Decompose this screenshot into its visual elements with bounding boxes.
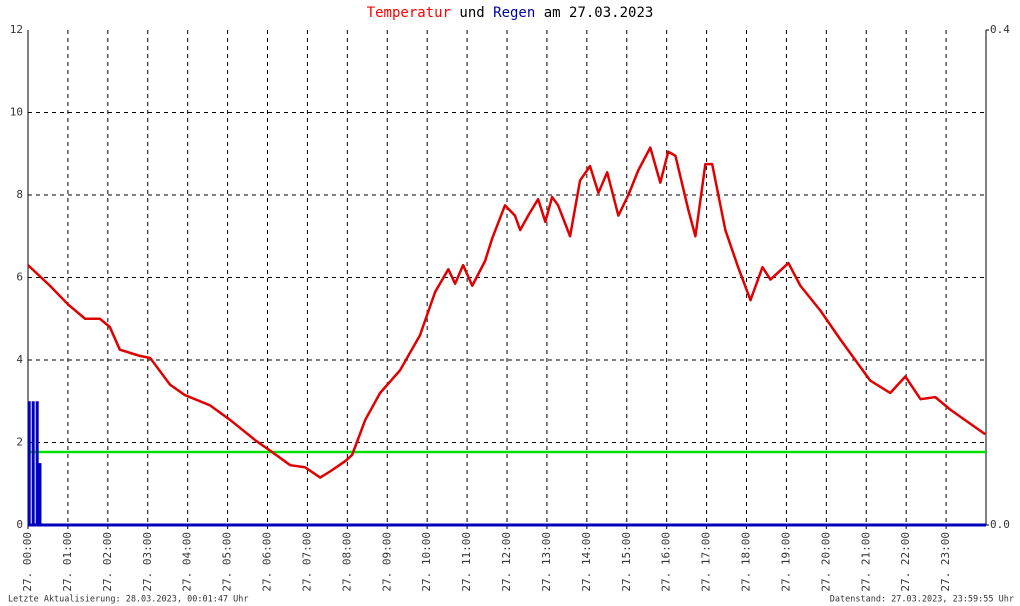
x-tick-label: 27. 18:00	[740, 532, 753, 592]
x-tick-label: 27. 14:00	[580, 532, 593, 592]
x-tick-label: 27. 07:00	[300, 532, 313, 592]
x-tick-label: 27. 00:00	[21, 532, 34, 592]
x-tick-label: 27. 01:00	[61, 532, 74, 592]
x-tick-label: 27. 06:00	[261, 532, 274, 592]
footer-left: Letzte Aktualisierung: 28.03.2023, 00:01…	[8, 595, 249, 605]
x-tick-label: 27. 19:00	[779, 532, 792, 592]
x-tick-label: 27. 03:00	[141, 532, 154, 592]
x-tick-label: 27. 08:00	[340, 532, 353, 592]
x-tick-label: 27. 17:00	[700, 532, 713, 592]
x-tick-label: 27. 10:00	[420, 532, 433, 592]
y-tick-label: 8	[16, 188, 23, 201]
y-tick-label: 10	[10, 106, 23, 119]
x-tick-label: 27. 22:00	[899, 532, 912, 592]
temperature-line	[27, 146, 986, 479]
chart-title: Temperatur und Regen am 27.03.2023	[367, 5, 654, 21]
x-tick-label: 27. 15:00	[620, 532, 633, 592]
y2-tick-label: 0.4	[990, 23, 1010, 36]
x-tick-label: 27. 21:00	[859, 532, 872, 592]
x-tick-label: 27. 20:00	[819, 532, 832, 592]
x-tick-label: 27. 16:00	[660, 532, 673, 592]
x-tick-label: 27. 11:00	[460, 532, 473, 592]
y2-tick-label: 0.0	[990, 518, 1010, 531]
x-tick-label: 27. 04:00	[181, 532, 194, 592]
x-tick-label: 27. 02:00	[101, 532, 114, 592]
x-tick-label: 27. 12:00	[500, 532, 513, 592]
title-part: und	[459, 5, 484, 21]
x-tick-label: 27. 09:00	[380, 532, 393, 592]
y-tick-label: 0	[16, 518, 23, 531]
title-part: Temperatur	[367, 5, 451, 21]
rain-bar	[27, 401, 31, 525]
rain-bar	[35, 401, 39, 525]
x-tick-label: 27. 13:00	[540, 532, 553, 592]
x-tick-label: 27. 05:00	[221, 532, 234, 592]
title-part: Regen	[493, 5, 535, 21]
y-tick-label: 4	[16, 353, 23, 366]
title-part: am 27.03.2023	[544, 5, 654, 21]
rain-bar	[31, 401, 35, 525]
y-tick-label: 6	[16, 271, 23, 284]
footer-right: Datenstand: 27.03.2023, 23:59:55 Uhr	[830, 595, 1014, 605]
y-tick-label: 2	[16, 436, 23, 449]
y-tick-label: 12	[10, 23, 23, 36]
x-tick-label: 27. 23:00	[939, 532, 952, 592]
rain-bar	[38, 463, 42, 525]
